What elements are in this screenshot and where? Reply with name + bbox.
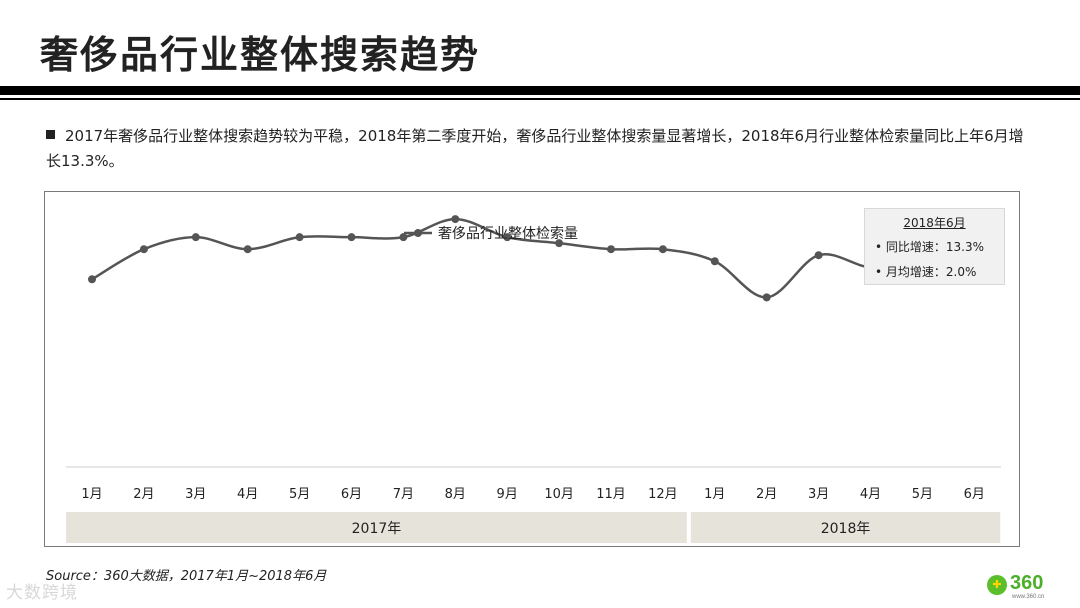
x-tick-label: 7月 bbox=[393, 487, 414, 502]
x-tick-label: 8月 bbox=[445, 487, 466, 502]
bullet-square-icon bbox=[46, 130, 55, 139]
title-rule-thick bbox=[0, 86, 1080, 95]
page-title: 奢侈品行业整体搜索趋势 bbox=[40, 33, 481, 77]
x-tick-label: 11月 bbox=[596, 487, 626, 502]
year-band bbox=[690, 512, 1001, 543]
watermark-text: 大数跨境 bbox=[6, 583, 78, 603]
year-band bbox=[66, 512, 687, 543]
data-point-3 bbox=[191, 233, 200, 242]
chart-frame bbox=[44, 191, 1020, 547]
data-point-1 bbox=[88, 275, 96, 284]
x-tick-label: 3月 bbox=[185, 487, 206, 502]
logo-text: 360 bbox=[1010, 572, 1044, 594]
year-band-label: 2018年 bbox=[821, 521, 871, 537]
logo-subtext: www.360.cn bbox=[1012, 594, 1045, 600]
x-tick-label: 2月 bbox=[756, 487, 777, 502]
data-point-7 bbox=[399, 233, 408, 242]
x-tick-label: 10月 bbox=[544, 487, 574, 502]
data-point-2 bbox=[139, 245, 148, 254]
data-point-10 bbox=[555, 239, 564, 248]
callout-title: 2018年6月 bbox=[903, 216, 966, 230]
data-point-15 bbox=[814, 251, 823, 260]
x-tick-label: 6月 bbox=[341, 487, 362, 502]
brand-logo: ✚ 360 www.360.cn bbox=[987, 571, 1077, 601]
data-point-8 bbox=[451, 215, 460, 224]
x-tick-label: 1月 bbox=[704, 487, 725, 502]
logo-icon: ✚ bbox=[987, 575, 1007, 595]
source-note: Source：360大数据，2017年1月~2018年6月 bbox=[46, 569, 327, 584]
title-rule-thin bbox=[0, 98, 1080, 100]
x-tick-label: 3月 bbox=[808, 487, 829, 502]
data-point-9 bbox=[503, 233, 512, 242]
x-tick-label: 4月 bbox=[860, 487, 881, 502]
x-tick-label: 12月 bbox=[648, 487, 678, 502]
data-point-11 bbox=[607, 245, 615, 254]
x-tick-label: 4月 bbox=[237, 487, 258, 502]
callout-box: 2018年6月 • 同比增速：13.3% • 月均增速：2.0% bbox=[864, 208, 1005, 285]
year-band-label: 2017年 bbox=[352, 521, 402, 537]
x-tick-label: 6月 bbox=[964, 487, 985, 502]
data-point-13 bbox=[710, 257, 719, 266]
data-point-12 bbox=[658, 245, 667, 254]
data-point-4 bbox=[243, 245, 252, 254]
data-point-14 bbox=[762, 293, 771, 302]
x-tick-label: 2月 bbox=[133, 487, 154, 502]
x-tick-label: 5月 bbox=[289, 487, 310, 502]
data-point-6 bbox=[347, 233, 356, 242]
summary-text: 2017年奢侈品行业整体搜索趋势较为平稳，2018年第二季度开始，奢侈品行业整体… bbox=[46, 127, 1024, 170]
legend-label: 奢侈品行业整体检索量 bbox=[438, 225, 578, 242]
callout-yoy: • 同比增速：13.3% bbox=[875, 240, 985, 254]
x-tick-label: 1月 bbox=[81, 487, 102, 502]
summary-paragraph: 2017年奢侈品行业整体搜索趋势较为平稳，2018年第二季度开始，奢侈品行业整体… bbox=[46, 124, 1036, 174]
legend-marker bbox=[414, 229, 422, 237]
x-tick-label: 9月 bbox=[497, 487, 518, 502]
data-point-5 bbox=[295, 233, 304, 242]
callout-monthly: • 月均增速：2.0% bbox=[875, 265, 977, 279]
x-tick-label: 5月 bbox=[912, 487, 933, 502]
